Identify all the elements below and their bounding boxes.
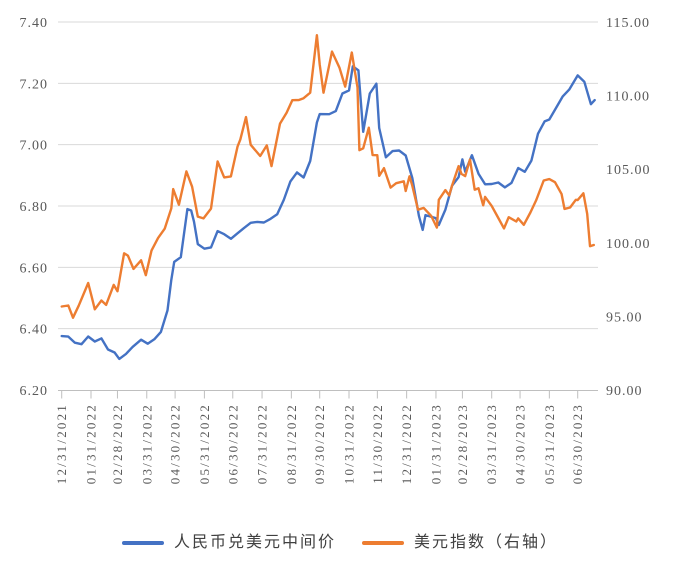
x-axis-tick-label: 08/31/2022 [284,403,299,484]
y-axis-left-tick-label: 7.00 [20,139,49,154]
x-axis-tick-label: 05/31/2023 [542,403,557,484]
x-axis-tick-label: 07/31/2022 [255,403,270,484]
series-line-usd-index [60,34,595,319]
y-axis-left-tick-label: 6.80 [20,200,49,215]
legend-label-usd-index: 美元指数（右轴） [414,534,559,551]
y-axis-left-tick-label: 6.40 [20,323,49,338]
x-axis-tick-label: 01/31/2023 [428,403,443,484]
x-axis-tick-label: 03/31/2023 [484,403,499,484]
legend-item-usd-index: 美元指数（右轴） [362,535,558,551]
y-axis-left-tick-label: 6.20 [20,384,49,399]
x-axis-tick-label: 05/31/2022 [197,403,212,484]
legend-label-cny-parity: 人民币兑美元中间价 [173,534,336,551]
y-axis-right-tick-label: 95.00 [606,310,643,325]
x-axis-tick-label: 10/31/2022 [341,403,356,484]
y-axis-right-tick-label: 100.00 [606,237,651,252]
series-line-cny-parity [60,65,596,361]
y-axis-right-tick-label: 90.00 [606,384,643,399]
dual-axis-line-chart: 12/31/2021 01/31/2022 02/28/2022 03/31/2022… [20,16,651,484]
x-axis: 12/31/2021 01/31/2022 02/28/2022 03/31/2022… [54,390,598,484]
x-axis-tick-label: 02/28/2023 [455,403,470,484]
x-axis-tick-label: 12/31/2021 [54,403,69,484]
legend-item-cny-parity: 人民币兑美元中间价 [121,534,336,551]
x-axis-tick-label: 11/30/2022 [370,403,385,484]
y-axis-right-tick-label: 115.00 [606,16,650,31]
y-axis-right-tick-label: 105.00 [606,163,651,178]
y-axis-left-tick-label: 7.40 [20,16,49,31]
y-axis-left-tick-label: 6.60 [20,261,49,276]
x-axis-tick-label: 03/31/2022 [139,403,154,484]
y-axis-left-tick-label: 7.20 [20,77,49,92]
x-axis-tick-label: 01/31/2022 [83,403,98,484]
x-axis-tick-label: 06/30/2023 [570,403,585,484]
x-axis-tick-label: 04/30/2022 [168,403,183,484]
y-axis-right-tick-label: 110.00 [606,90,650,105]
chart-legend: 人民币兑美元中间价 美元指数（右轴） [0,528,680,558]
y-axis-left-labels: 7.40 7.20 7.00 6.80 6.60 6.40 6.20 [20,16,49,399]
x-axis-tick-label: 09/30/2022 [312,403,327,484]
legend-line-swatch-orange [362,541,404,545]
legend-line-swatch-blue [121,541,164,545]
x-axis-tick-label: 04/30/2023 [513,403,528,484]
x-axis-tick-label: 06/30/2022 [225,403,240,484]
x-axis-tick-label: 02/28/2022 [110,403,125,484]
y-axis-right-labels: 115.00 110.00 105.00 100.00 95.00 90.00 [606,16,651,399]
x-axis-tick-label: 12/31/2022 [399,403,414,484]
